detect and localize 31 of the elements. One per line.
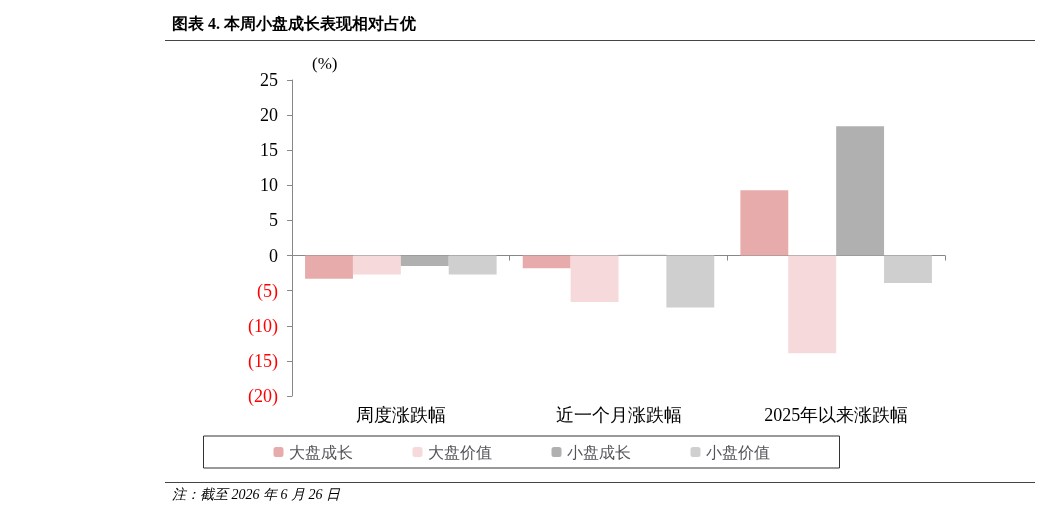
x-tick-label: 近一个月涨跌幅 (555, 405, 682, 425)
y-tick-label: (10) (248, 315, 278, 337)
y-tick-label: (15) (248, 350, 278, 372)
legend-label: 小盘成长 (566, 443, 631, 461)
legend-label: 小盘价值 (705, 443, 770, 461)
bar (788, 255, 837, 354)
bar (884, 255, 932, 283)
y-tick-label: 20 (260, 105, 278, 126)
y-tick-label: (5) (257, 280, 278, 302)
bar (522, 255, 571, 269)
bar (448, 255, 497, 275)
bar (740, 190, 789, 256)
text: 注：截至 2026 年 6 月 26 日 (172, 486, 340, 504)
legend-label: 大盘价值 (427, 443, 492, 461)
x-tick-label: 周度涨跌幅 (355, 405, 446, 425)
y-axis-title: (%) (312, 54, 338, 73)
bar (836, 126, 885, 256)
bar (305, 255, 353, 279)
chart-title: 图表 4. 本周小盘成长表现相对占优 (172, 14, 416, 34)
bar (352, 255, 401, 275)
bar (400, 255, 449, 267)
y-tick-label: 5 (269, 210, 278, 231)
bar (570, 255, 619, 302)
y-tick-label: 0 (269, 245, 278, 266)
y-tick-label: (20) (248, 386, 278, 407)
y-tick-label: 15 (260, 140, 278, 161)
legend-label: 大盘成长 (288, 443, 353, 461)
y-tick-label: 10 (260, 175, 278, 196)
y-tick-label: 25 (260, 70, 278, 90)
bar (666, 255, 715, 308)
x-tick-label: 2025年以来涨跌幅 (764, 405, 909, 425)
